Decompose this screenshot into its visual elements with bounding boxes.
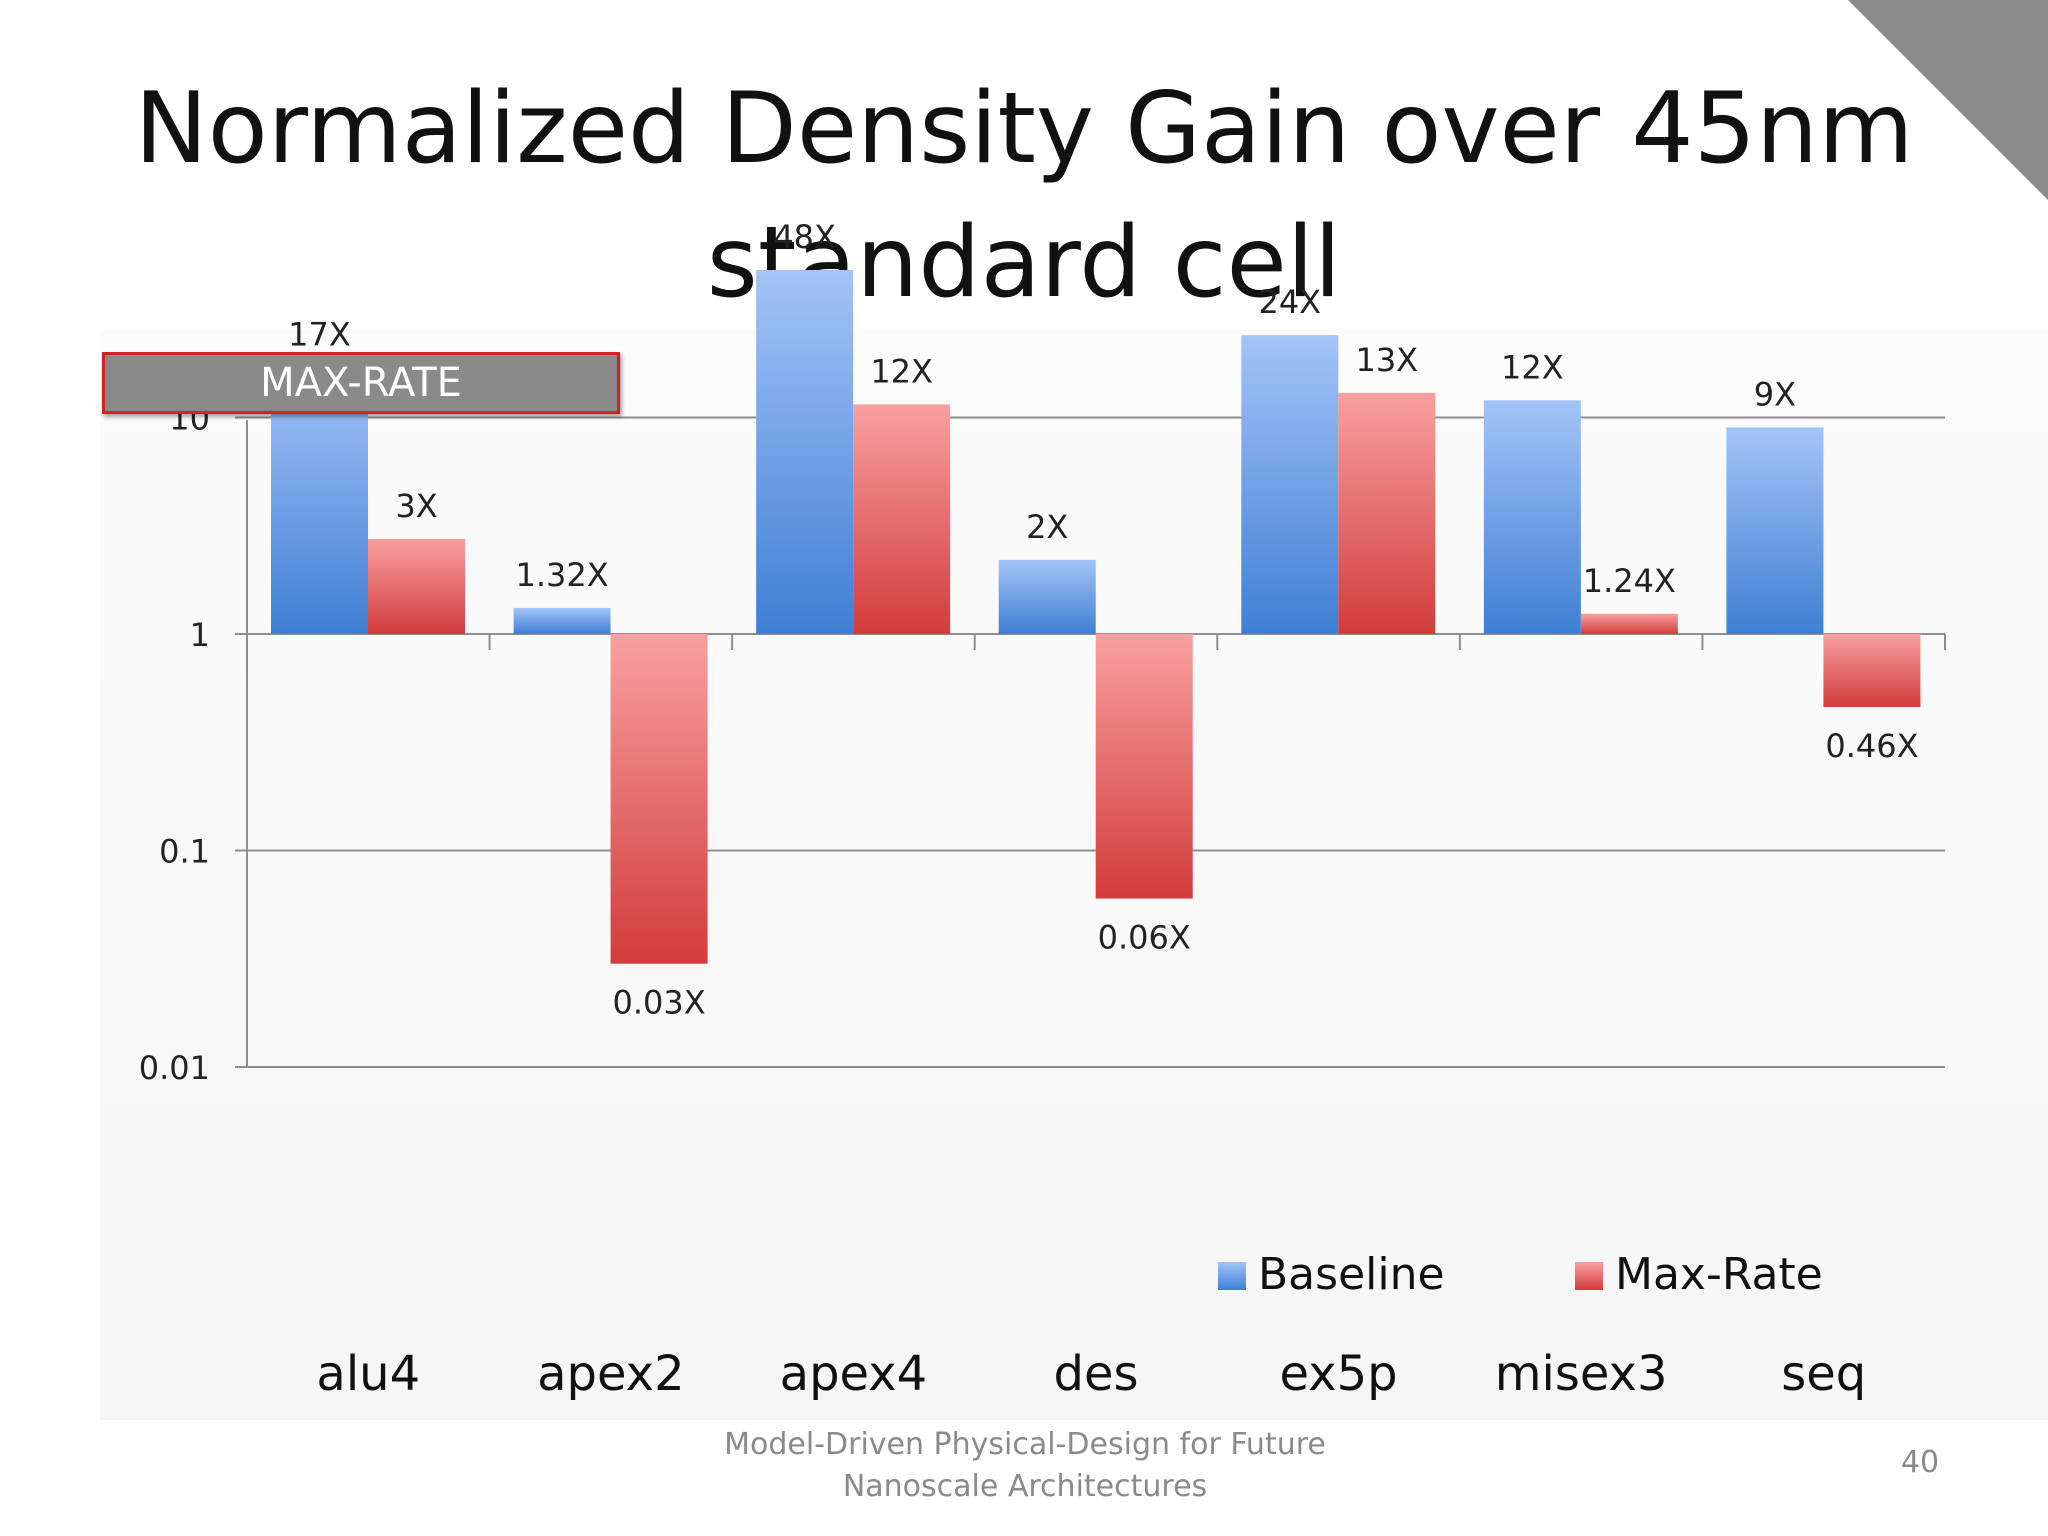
max-rate-bar-alu4	[368, 538, 465, 634]
data-label: 0.03X	[612, 984, 705, 1022]
legend-swatch	[1575, 1262, 1603, 1290]
data-label: 24X	[1258, 283, 1321, 321]
slide-title-line1: Normalized Density Gain over 45nm	[134, 72, 1914, 186]
data-label: 2X	[1026, 508, 1068, 546]
max-rate-bar-ex5p	[1338, 392, 1436, 634]
data-label: 1.24X	[1583, 562, 1676, 600]
data-label: 12X	[870, 352, 933, 390]
category-label: des	[1053, 1346, 1138, 1402]
footer-line2: Nanoscale Architectures	[842, 1469, 1208, 1504]
category-label: apex4	[780, 1346, 928, 1402]
data-label: 17X	[288, 316, 351, 354]
data-label: 48X	[773, 218, 836, 256]
y-tick-label: 1	[190, 616, 210, 654]
footer-line1: Model-Driven Physical-Design for Future	[724, 1427, 1326, 1462]
data-label: 0.46X	[1825, 727, 1918, 765]
max-rate-bar-des	[1095, 634, 1193, 899]
baseline-bar-ex5p	[1241, 335, 1339, 634]
footer-text: Model-Driven Physical-Design for Future …	[700, 1424, 1350, 1508]
max-rate-bar-apex2	[610, 634, 708, 964]
baseline-bar-des	[998, 559, 1096, 634]
y-tick-label: 0.1	[159, 833, 210, 871]
max-rate-bar-misex3	[1580, 613, 1678, 634]
baseline-bar-misex3	[1483, 400, 1581, 634]
data-label: 13X	[1355, 341, 1418, 379]
page-number: 40	[1900, 1445, 1940, 1480]
baseline-bar-apex4	[756, 270, 854, 634]
corner-decoration	[1848, 0, 2048, 200]
data-label: 1.32X	[515, 556, 608, 594]
baseline-bar-seq	[1726, 427, 1824, 634]
data-label: 3X	[395, 487, 437, 525]
data-label: 0.06X	[1098, 919, 1191, 957]
data-label: 12X	[1501, 348, 1564, 386]
category-label: misex3	[1495, 1346, 1668, 1402]
category-label: apex2	[537, 1346, 685, 1402]
slide-title: Normalized Density Gain over 45nm standa…	[0, 62, 2048, 330]
category-label: seq	[1781, 1346, 1866, 1402]
max-rate-bar-seq	[1823, 634, 1921, 708]
legend-label: Max-Rate	[1615, 1249, 1823, 1300]
baseline-bar-apex2	[513, 607, 611, 634]
data-label: 9X	[1754, 375, 1796, 413]
legend-label: Baseline	[1258, 1249, 1445, 1300]
max-rate-bar-apex4	[853, 404, 951, 634]
legend-swatch	[1218, 1262, 1246, 1290]
y-tick-label: 0.01	[139, 1049, 210, 1087]
chart-background	[100, 330, 2048, 1420]
max-rate-badge: MAX-RATE	[102, 352, 620, 414]
category-label: ex5p	[1280, 1346, 1398, 1402]
category-label: alu4	[316, 1346, 420, 1402]
